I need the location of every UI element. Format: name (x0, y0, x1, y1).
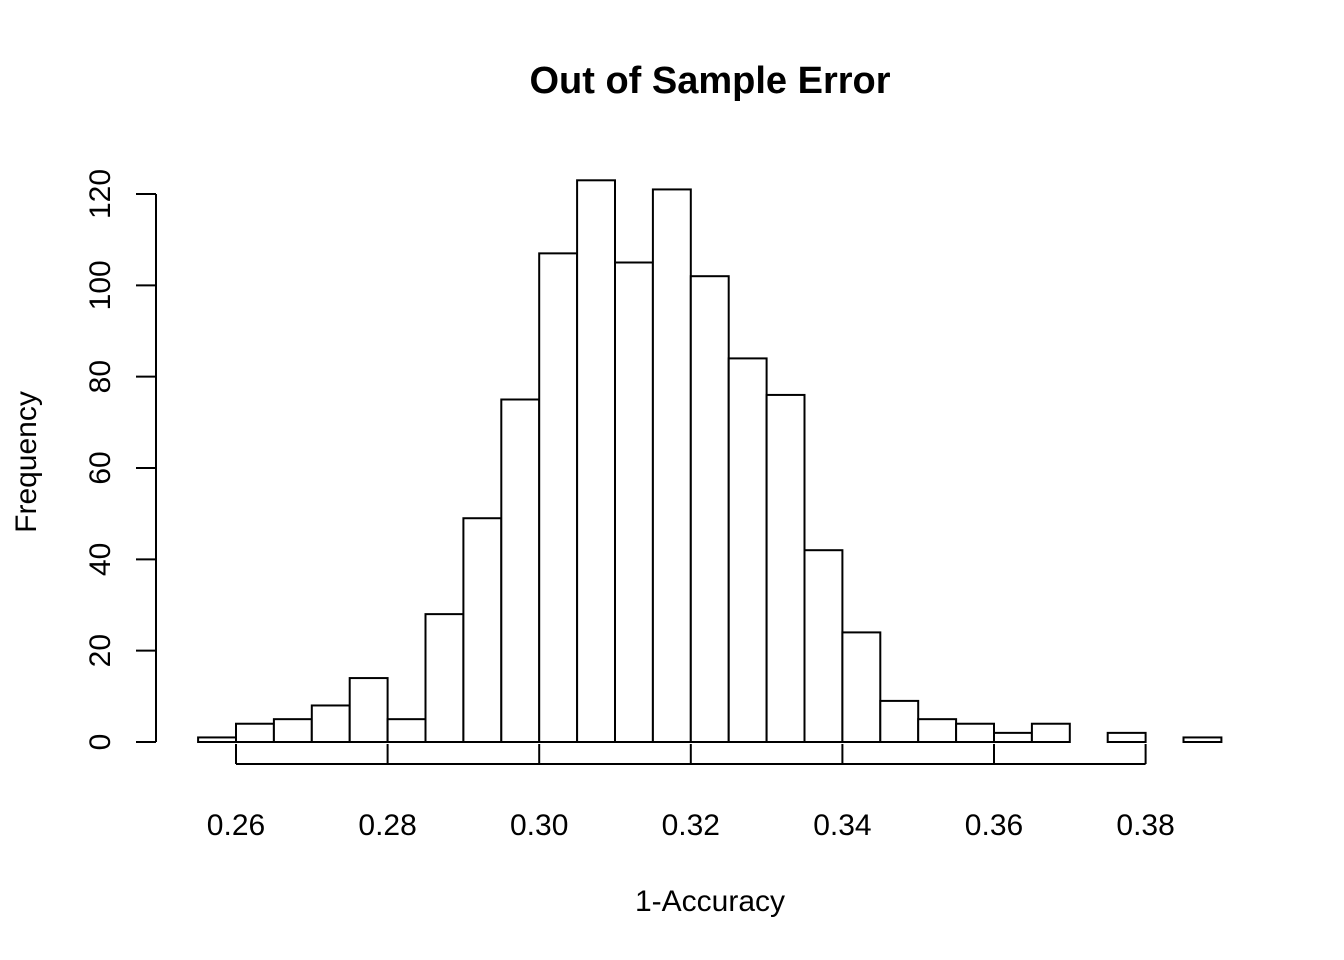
y-tick-label: 120 (84, 169, 117, 219)
x-axis: 0.26 0.28 0.30 0.32 0.34 0.36 0.38 (207, 744, 1175, 842)
histogram-bar-1 (235, 722, 275, 743)
bars-group (197, 179, 1223, 744)
x-tick-label: 0.36 (965, 809, 1023, 842)
histogram-bar-17 (841, 631, 882, 744)
histogram-bar-8 (500, 398, 541, 743)
histogram-bar-0 (197, 736, 238, 743)
x-tick-label: 0.38 (1116, 809, 1174, 842)
histogram-bar-10 (576, 179, 616, 744)
histogram-bar-14 (727, 357, 768, 743)
x-tick-label: 0.28 (358, 809, 416, 842)
histogram-bar-6 (424, 613, 465, 744)
y-tick-label: 100 (84, 260, 117, 310)
histogram-bar-22 (1030, 722, 1071, 743)
histogram-bar-4 (348, 677, 389, 744)
y-tick-label: 60 (84, 451, 117, 484)
histogram-bar-12 (651, 188, 692, 743)
y-tick-label: 40 (84, 543, 117, 576)
histogram-bar-3 (310, 704, 351, 743)
histogram-bar-7 (462, 517, 503, 743)
chart-title: Out of Sample Error (529, 60, 890, 102)
histogram-bar-15 (765, 393, 806, 743)
x-tick-label: 0.30 (510, 809, 568, 842)
histogram-bar-21 (993, 731, 1033, 743)
y-tick-label: 20 (84, 634, 117, 667)
histogram-bar-19 (917, 718, 958, 743)
histogram-bar-2 (272, 718, 313, 743)
y-tick-label: 0 (84, 734, 117, 751)
x-tick-label: 0.26 (207, 809, 265, 842)
y-tick-label: 80 (84, 360, 117, 393)
histogram-bar-24 (1106, 731, 1147, 743)
histogram-bar-18 (879, 699, 920, 744)
histogram-bar-11 (614, 261, 654, 743)
histogram-bar-20 (955, 722, 995, 743)
x-tick-label: 0.34 (813, 809, 871, 842)
x-tick-label: 0.32 (662, 809, 720, 842)
histogram-bar-13 (689, 275, 730, 743)
histogram-bar-16 (803, 549, 844, 744)
histogram-bar-26 (1182, 736, 1223, 743)
x-axis-label: 1-Accuracy (635, 885, 785, 918)
histogram-bar-5 (386, 718, 427, 743)
histogram-bar-9 (538, 252, 579, 744)
y-axis: 0 20 40 60 80 100 120 (84, 169, 157, 751)
y-axis-label: Frequency (10, 391, 43, 533)
